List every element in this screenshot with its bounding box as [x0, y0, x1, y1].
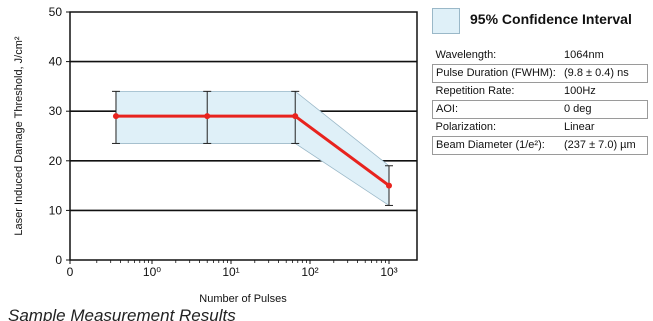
y-tick-label: 30 — [49, 104, 63, 118]
legend: 95% Confidence Interval — [432, 8, 647, 34]
spec-label: AOI: — [432, 100, 561, 119]
y-tick-label: 0 — [55, 253, 62, 267]
x-tick-label: 10² — [301, 265, 318, 279]
x-tick-label: 10⁰ — [143, 265, 161, 279]
legend-label: 95% Confidence Interval — [470, 11, 632, 27]
spec-value: (9.8 ± 0.4) ns — [561, 64, 648, 83]
spec-label: Wavelength: — [432, 47, 561, 65]
spec-row: Repetition Rate: 100Hz — [432, 82, 648, 101]
spec-row: Pulse Duration (FWHM): (9.8 ± 0.4) ns — [432, 64, 648, 83]
spec-label: Repetition Rate: — [432, 82, 561, 101]
spec-label: Pulse Duration (FWHM): — [432, 64, 561, 83]
spec-value: Linear — [561, 118, 648, 137]
spec-row: Wavelength: 1064nm — [432, 47, 648, 65]
data-point — [292, 113, 299, 120]
spec-value: (237 ± 7.0) µm — [561, 136, 648, 155]
x-tick-label: 10³ — [380, 265, 397, 279]
y-tick-label: 20 — [49, 154, 63, 168]
data-series — [112, 113, 392, 189]
data-point — [204, 113, 211, 120]
x-tick-label: 10¹ — [222, 265, 239, 279]
y-axis-title: Laser Induced Damage Threshold, J/cm² — [13, 36, 25, 235]
y-tick-label: 50 — [49, 5, 63, 19]
y-tick-label: 10 — [49, 203, 63, 217]
y-axis-ticks: 0 10 20 30 40 50 — [49, 5, 70, 267]
measurement-specs-table: Wavelength: 1064nm Pulse Duration (FWHM)… — [432, 47, 648, 155]
x-axis-ticks: 0 10⁰ 10¹ 10² 10³ — [67, 260, 398, 279]
x-axis-title: Number of Pulses — [199, 293, 287, 305]
spec-label: Beam Diameter (1/e²): — [432, 136, 561, 155]
spec-value: 0 deg — [561, 100, 648, 119]
series-line — [115, 114, 390, 187]
figure-caption: Sample Measurement Results — [8, 307, 236, 321]
x-tick-label: 0 — [67, 265, 74, 279]
spec-value: 100Hz — [561, 82, 648, 101]
spec-row: Beam Diameter (1/e²): (237 ± 7.0) µm — [432, 136, 648, 155]
data-point — [386, 182, 392, 189]
spec-row: Polarization: Linear — [432, 118, 648, 137]
damage-threshold-chart: 0 10 20 30 40 50 0 10⁰ 10¹ 10² 10³ Number of Puls… — [13, 5, 418, 305]
y-tick-label: 40 — [49, 55, 63, 69]
spec-row: AOI: 0 deg — [432, 100, 648, 119]
legend-swatch — [432, 8, 460, 34]
spec-label: Polarization: — [432, 118, 561, 137]
spec-value: 1064nm — [561, 47, 648, 65]
data-point — [112, 113, 119, 120]
